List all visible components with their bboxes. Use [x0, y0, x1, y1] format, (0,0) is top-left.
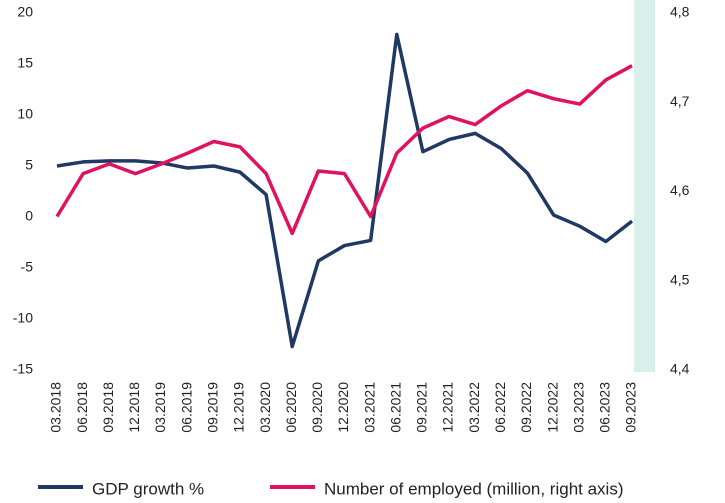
- x-tick-label: 06.2021: [387, 382, 403, 433]
- x-tick-label: 09.2023: [623, 382, 639, 433]
- x-tick-label: 03.2020: [257, 382, 273, 433]
- legend-label: GDP growth %: [92, 479, 204, 498]
- y-tick-label: 0: [25, 208, 33, 224]
- x-tick-label: 03.2018: [48, 382, 64, 433]
- x-tick-label: 09.2021: [414, 382, 430, 433]
- y-tick-label: -5: [21, 259, 34, 275]
- x-tick-label: 12.2020: [335, 382, 351, 433]
- y2-tick-label: 4,5: [670, 271, 690, 287]
- series-line: [56, 32, 634, 349]
- series-line: [55, 64, 633, 236]
- x-tick-label: 12.2021: [440, 382, 456, 433]
- x-tick-label: 09.2019: [205, 382, 221, 433]
- x-tick-label: 06.2018: [74, 382, 90, 433]
- x-tick-label: 06.2020: [283, 382, 299, 433]
- x-tick-label: 03.2021: [361, 382, 377, 433]
- y2-tick-label: 4,6: [670, 182, 690, 198]
- y-tick-label: -10: [13, 310, 33, 326]
- y2-tick-label: 4,7: [670, 93, 690, 109]
- x-tick-label: 09.2022: [518, 382, 534, 433]
- legend: GDP growth % Number of employed (million,…: [38, 479, 624, 498]
- legend-label: Number of employed (million, right axis): [324, 479, 624, 498]
- x-tick-label: 12.2018: [126, 382, 142, 433]
- x-tick-label: 12.2019: [231, 382, 247, 433]
- x-tick-label: 03.2022: [466, 382, 482, 433]
- highlight-band: [634, 0, 655, 372]
- x-tick-label: 09.2020: [309, 382, 325, 433]
- x-tick-label: 06.2019: [178, 382, 194, 433]
- x-tick-label: 03.2023: [570, 382, 586, 433]
- y2-tick-label: 4,4: [670, 361, 690, 377]
- x-tick-label: 09.2018: [100, 382, 116, 433]
- x-tick-label: 12.2022: [544, 382, 560, 433]
- y-tick-label: 20: [17, 4, 33, 20]
- y2-tick-label: 4,8: [670, 4, 690, 20]
- y-tick-label: -15: [13, 361, 33, 377]
- x-tick-label: 03.2019: [152, 382, 168, 433]
- x-tick-label: 06.2023: [597, 382, 613, 433]
- y-tick-label: 15: [17, 55, 33, 71]
- x-tick-label: 06.2022: [492, 382, 508, 433]
- y-tick-label: 10: [17, 106, 33, 122]
- y-tick-label: 5: [25, 157, 33, 173]
